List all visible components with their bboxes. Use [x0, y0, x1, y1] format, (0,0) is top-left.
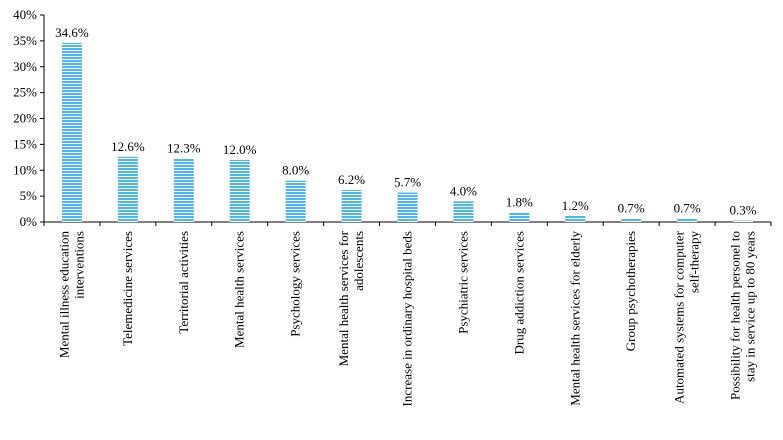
category-label-line: Mental health services for	[336, 230, 351, 366]
category-label: Drug addiction services	[511, 231, 526, 354]
bar	[117, 156, 138, 222]
bar	[397, 192, 418, 222]
category-label-line: Automated systems for computer	[672, 230, 687, 404]
category-label-line: Mental health services	[232, 231, 247, 348]
category-label-line: Telemedicine services	[120, 231, 135, 346]
category-label: Automated systems for computerself-thera…	[672, 230, 702, 404]
y-axis: 0% 5% 10% 15% 20% 25% 30% 35% 40%	[13, 7, 45, 229]
y-tick-label: 10%	[13, 162, 37, 177]
bar	[565, 215, 586, 222]
category-label-line: Mental illness education	[56, 231, 71, 359]
data-label: 0.3%	[729, 202, 756, 217]
category-label-line: self-therapy	[687, 231, 702, 294]
category-label-line: Drug addiction services	[511, 231, 526, 354]
y-tick-label: 35%	[13, 33, 37, 48]
data-label: 5.7%	[394, 175, 421, 190]
bar	[285, 180, 306, 222]
category-label: Psychiatric services	[455, 231, 470, 334]
bar	[173, 158, 194, 222]
y-tick-label: 5%	[20, 188, 38, 203]
category-label: Group psychotherapies	[623, 231, 638, 351]
data-label: 0.7%	[618, 200, 645, 215]
category-label: Telemedicine services	[120, 231, 135, 346]
bar	[61, 42, 82, 222]
category-label-line: Increase in ordinary hospital beds	[400, 231, 415, 406]
category-label: Territorial activities	[176, 231, 191, 334]
category-label-line: Possibility for health personel to	[728, 231, 743, 400]
bars	[61, 42, 754, 222]
data-label: 1.2%	[562, 198, 589, 213]
category-label-line: Group psychotherapies	[623, 231, 638, 351]
category-labels: Mental illness educationinterventions Tel…	[56, 230, 757, 406]
x-axis	[43, 221, 772, 226]
y-tick-label: 25%	[13, 85, 37, 100]
data-label: 34.6%	[55, 25, 89, 40]
y-tick-label: 20%	[13, 111, 37, 126]
y-tick-label: 15%	[13, 136, 37, 151]
category-label: Psychology services	[288, 231, 303, 337]
category-label-line: Territorial activities	[176, 231, 191, 334]
category-label-line: stay in service up to 80 years	[743, 231, 758, 382]
data-label: 6.2%	[338, 172, 365, 187]
category-label: Mental health services	[232, 231, 247, 348]
data-label: 8.0%	[282, 163, 309, 178]
y-tick-label: 30%	[13, 59, 37, 74]
data-labels: 34.6% 12.6% 12.3% 12.0% 8.0% 6.2% 5.7% 4.0% 1.8%…	[55, 25, 757, 218]
data-label: 12.3%	[167, 140, 201, 155]
data-label: 0.7%	[674, 200, 701, 215]
category-label: Mental illness educationinterventions	[56, 231, 86, 359]
category-label: Possibility for health personel tostay i…	[728, 231, 758, 400]
category-label-line: Mental health services for elderly	[567, 231, 582, 406]
bar	[509, 212, 530, 222]
category-label-line: interventions	[71, 231, 86, 299]
y-tick-label: 0%	[20, 214, 38, 229]
category-label-line: adolescents	[351, 231, 366, 291]
y-tick-label: 40%	[13, 7, 37, 22]
category-label-line: Psychology services	[288, 231, 303, 337]
data-label: 1.8%	[506, 195, 533, 210]
bar	[229, 159, 250, 222]
data-label: 12.6%	[111, 139, 145, 154]
bar	[677, 218, 698, 222]
data-label: 4.0%	[450, 183, 477, 198]
category-label: Increase in ordinary hospital beds	[400, 231, 415, 406]
data-label: 12.0%	[223, 142, 257, 157]
bar	[341, 189, 362, 222]
bar	[453, 201, 474, 222]
category-label: Mental health services foradolescents	[336, 230, 366, 366]
category-label: Mental health services for elderly	[567, 231, 582, 406]
category-label-line: Psychiatric services	[455, 231, 470, 334]
bar	[621, 218, 642, 222]
bar	[733, 220, 754, 222]
